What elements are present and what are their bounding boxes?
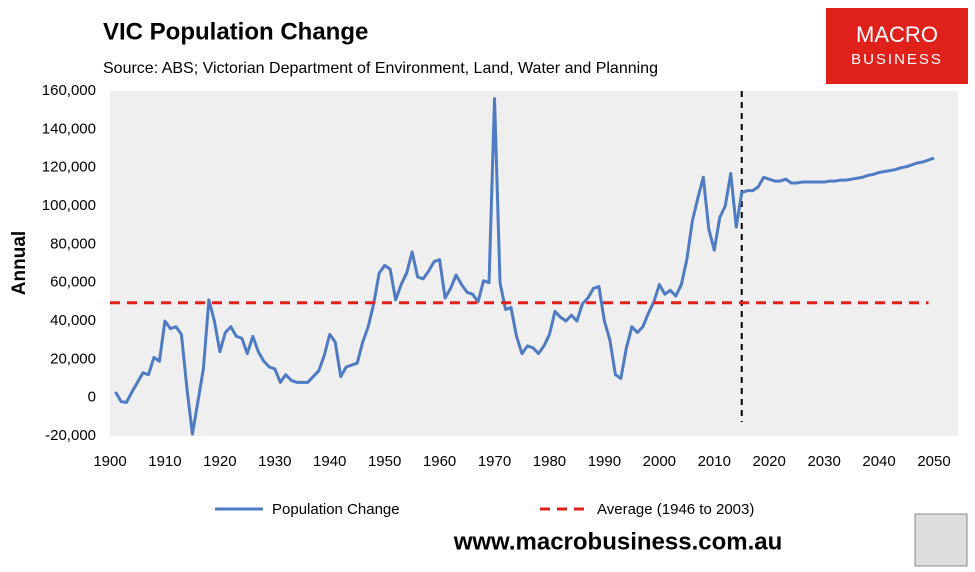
x-tick-label: 1930 [258,453,291,470]
x-tick-label: 1980 [533,453,566,470]
x-tick-label: 2020 [753,453,786,470]
x-tick-label: 2040 [862,453,895,470]
y-tick-label: 40,000 [50,312,96,329]
y-tick-label: 100,000 [42,197,96,214]
x-tick-label: 1990 [588,453,621,470]
y-tick-label: 80,000 [50,235,96,252]
y-tick-label: 60,000 [50,274,96,291]
y-tick-label: 0 [88,389,96,406]
y-tick-label: 140,000 [42,120,96,137]
x-tick-label: 2010 [698,453,731,470]
x-tick-label: 1910 [148,453,181,470]
logo-text: BUSINESS [851,51,943,68]
website: www.macrobusiness.com.au [453,528,783,555]
y-tick-label: 160,000 [42,82,96,99]
x-tick-label: 1940 [313,453,346,470]
y-axis-label: Annual [9,231,30,295]
x-tick-label: 1920 [203,453,236,470]
x-tick-label: 2000 [643,453,676,470]
y-tick-label: 20,000 [50,350,96,367]
logo-box [826,8,968,84]
plot-area [110,91,958,436]
y-tick-label: 120,000 [42,159,96,176]
legend-label: Average (1946 to 2003) [597,501,754,518]
chart-subtitle: Source: ABS; Victorian Department of Env… [103,60,658,77]
x-tick-label: 1950 [368,453,401,470]
x-tick-label: 2030 [807,453,840,470]
chart-title: VIC Population Change [103,18,368,45]
wolf-icon [914,513,968,567]
legend-label: Population Change [272,501,400,518]
x-tick-label: 1900 [93,453,126,470]
x-tick-label: 2050 [917,453,950,470]
x-tick-label: 1970 [478,453,511,470]
logo-text: MACRO [856,22,938,47]
x-tick-label: 1960 [423,453,456,470]
series-line [114,97,935,436]
y-tick-label: -20,000 [45,427,96,444]
